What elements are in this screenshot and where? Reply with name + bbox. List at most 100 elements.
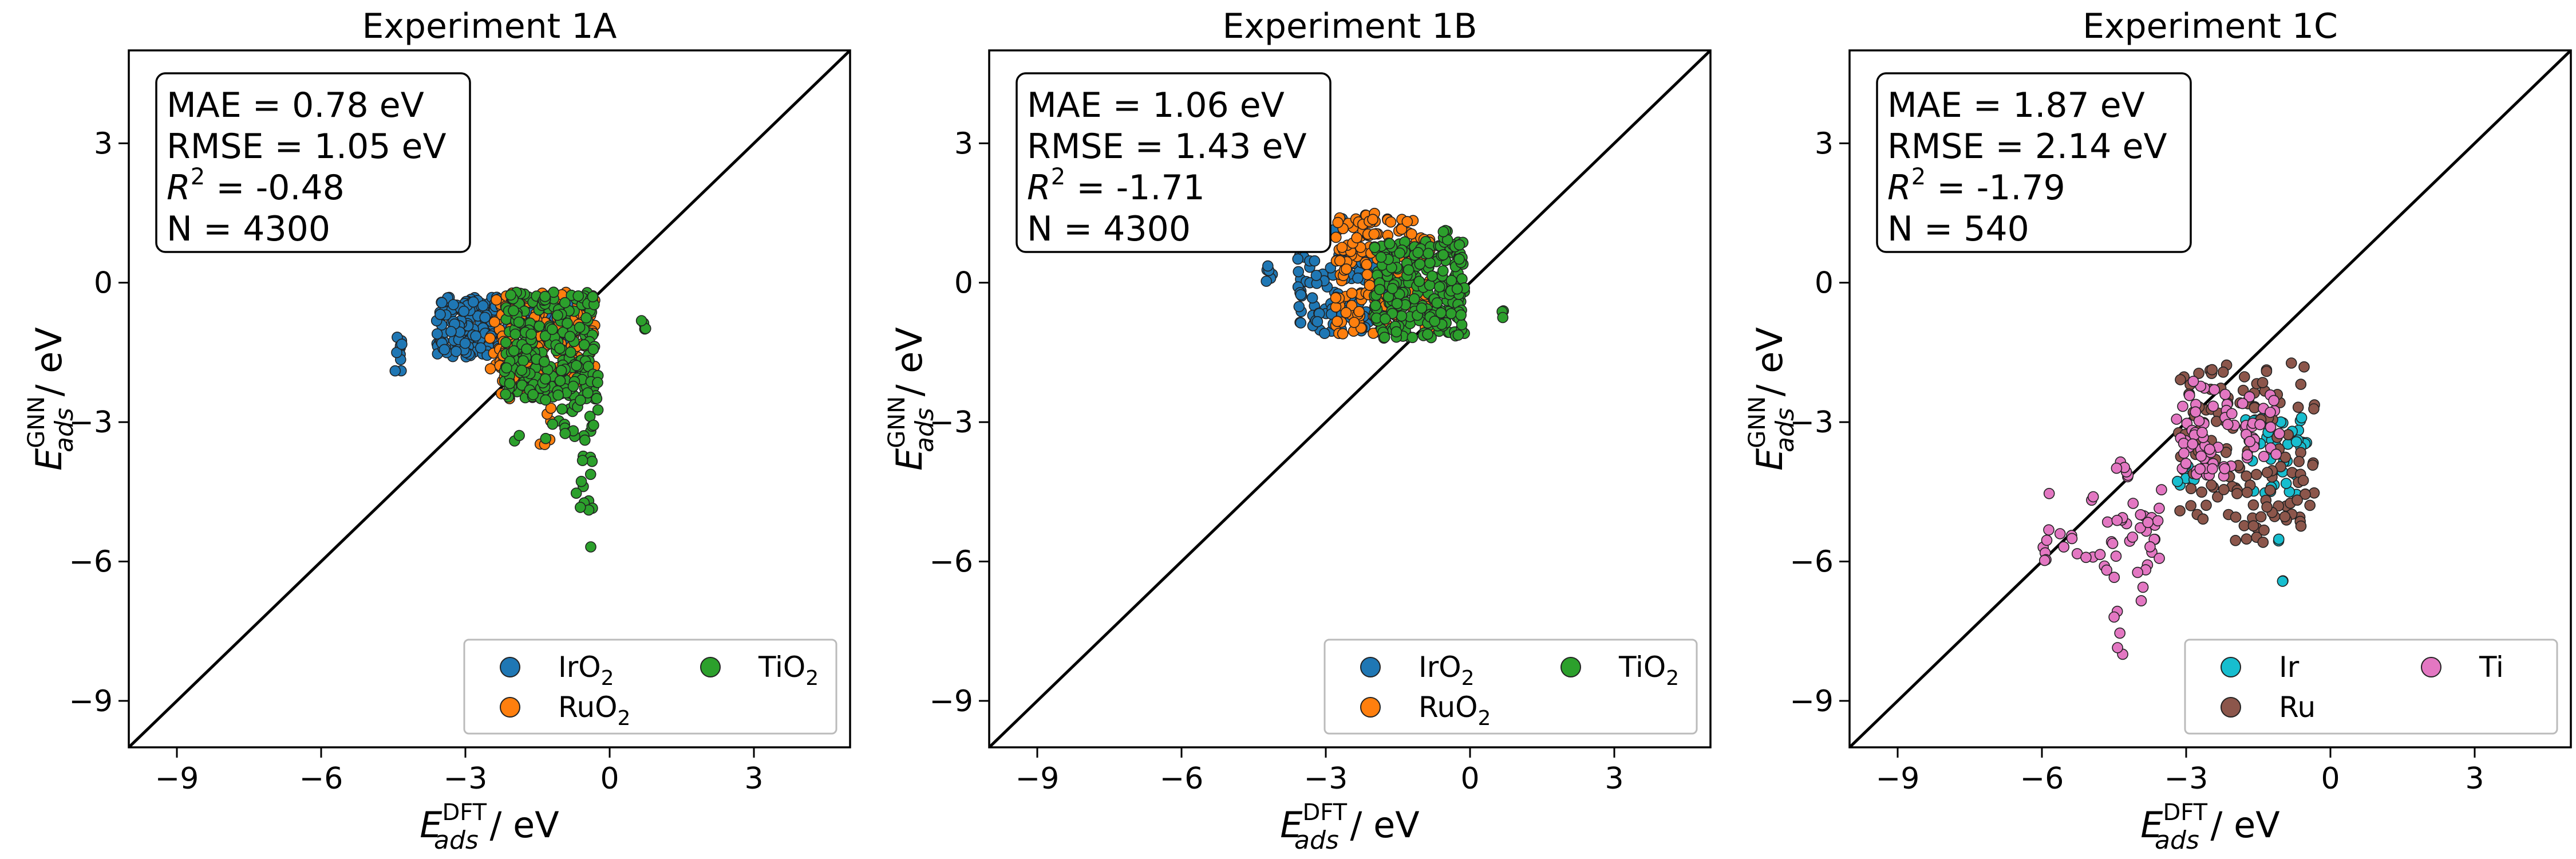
data-point [2265,421,2277,433]
data-point [2054,528,2066,539]
data-point [587,291,599,303]
legend-label: Ru [2279,691,2316,724]
data-point [1319,328,1330,340]
data-point [2261,467,2273,478]
data-point [579,434,591,446]
data-point [479,312,491,324]
data-point [434,309,446,320]
data-point [2250,468,2262,480]
data-point [2185,483,2197,495]
data-point [2087,491,2099,503]
data-point [2041,534,2053,546]
data-point [574,502,586,513]
data-point [1374,283,1385,295]
legend-marker [700,657,721,677]
data-point [2297,475,2309,486]
data-point [1394,247,1405,259]
data-point [2212,491,2223,503]
stat-mae: MAE = 0.78 eV [167,85,424,125]
data-point [1380,313,1391,325]
data-point [484,363,496,375]
data-point [2196,486,2207,498]
data-point [2291,494,2303,506]
data-point [2156,484,2167,496]
data-point [2111,462,2123,474]
x-tick-label: −3 [2164,762,2208,796]
data-point [2108,572,2120,584]
x-tick-label: −6 [2020,762,2064,796]
data-point [2273,533,2285,545]
data-point [2108,611,2120,623]
data-point [477,300,489,312]
data-point [1262,260,1274,272]
data-point [2178,447,2190,459]
data-point [2296,412,2308,424]
data-point [562,317,573,329]
data-point [2204,443,2215,455]
data-point [2286,357,2297,369]
data-point [1424,257,1436,269]
data-point [2177,400,2188,412]
data-point [2298,361,2310,373]
legend-item-tio2: TiO2 [700,651,819,690]
data-point [1330,292,1342,304]
stat-r2: R2 = -1.71 [1027,164,1205,208]
data-point [2219,388,2231,400]
data-point [2110,550,2122,562]
data-point [2043,487,2055,499]
data-point [2220,447,2232,458]
data-point [576,455,588,466]
data-point [2154,502,2165,514]
data-point [2243,391,2255,403]
data-point [571,360,582,372]
chart-panel-1: Experiment 1A −9 −6 −3 0 3 −9 −6 −3 0 3 EDFT ads / e… [23,6,851,855]
legend-label: IrO2 [1419,651,1475,690]
legend-item-ru: Ru [2221,691,2316,724]
data-point [2207,463,2218,475]
data-point [592,404,604,416]
legend-marker [2421,657,2441,677]
data-point [2231,488,2243,499]
data-point [540,432,552,444]
x-axis-label: EDFT ads / eV [1280,799,1419,855]
data-point [1351,232,1362,244]
legend-item-ruo2: RuO2 [1360,691,1491,730]
data-point [500,337,512,348]
data-point [1435,307,1447,319]
data-point [2200,499,2212,511]
data-point [2194,463,2206,475]
legend-marker [1360,657,1381,677]
data-point [1385,216,1397,228]
x-axis-label: EDFT ads / eV [2140,799,2279,855]
data-point [470,330,481,342]
legend-item-ruo2: RuO2 [500,691,630,730]
data-point [1427,270,1438,282]
data-point [584,468,596,480]
data-point [564,330,576,342]
data-point [2206,479,2217,491]
parity-line [1850,50,2571,747]
data-point [2258,524,2270,536]
data-point [534,320,546,332]
data-points [389,286,651,553]
data-point [1453,253,1465,265]
legend-marker [1560,657,1581,677]
legend-item-iro2: IrO2 [500,651,614,690]
data-point [2107,538,2119,549]
x-tick-label: −3 [444,762,488,796]
x-tick-label: −6 [299,762,343,796]
data-point [505,289,516,301]
data-point [1340,307,1352,318]
data-point [2207,400,2219,412]
data-point [2114,627,2125,639]
data-point [2142,517,2154,529]
legend-marker [500,697,520,718]
data-point [2206,364,2218,376]
y-tick-label: 3 [1815,127,1834,161]
stat-n: N = 4300 [167,209,330,249]
chart-title: Experiment 1A [362,6,617,46]
data-point [545,402,557,414]
data-point [484,332,496,344]
